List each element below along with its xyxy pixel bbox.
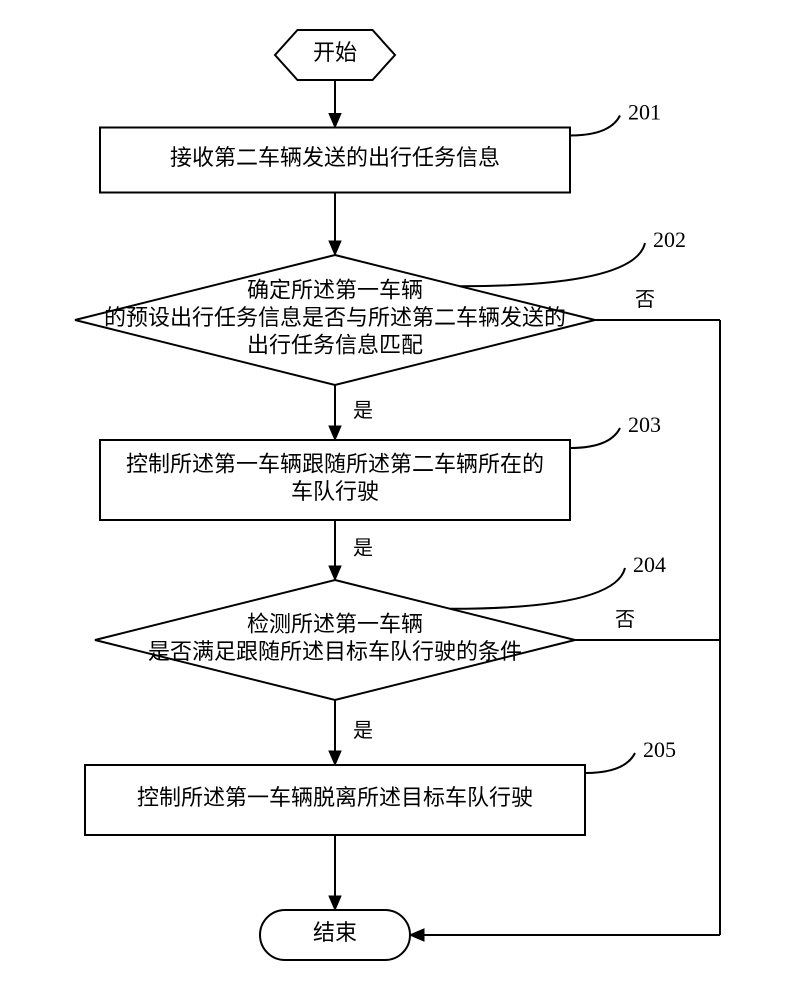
arrowhead [329,114,341,128]
node-label: 检测所述第一车辆 [247,611,423,636]
callout-label: 202 [653,227,686,252]
edge-label: 是 [353,400,373,422]
node-label: 接收第二车辆发送的出行任务信息 [170,145,500,170]
edge-label: 否 [635,289,655,311]
node-label: 结束 [313,920,357,945]
node-label: 是否满足跟随所述目标车队行驶的条件 [148,639,522,664]
flowchart: 开始接收第二车辆发送的出行任务信息 201 确定所述第一车辆的预设出行任务信息是否与… [0,0,802,1000]
arrowhead [329,751,341,765]
node-label: 确定所述第一车辆 [247,278,423,303]
node-label: 的预设出行任务信息是否与所述第二车辆发送的 [104,305,566,330]
edge-label: 是 [353,538,373,560]
node-label: 车队行驶 [291,479,379,504]
edge-label: 是 [353,720,373,742]
node-p201: 接收第二车辆发送的出行任务信息 [100,128,570,193]
node-d204: 检测所述第一车辆是否满足跟随所述目标车队行驶的条件 [95,580,575,700]
node-p203: 控制所述第一车辆跟随所述第二车辆所在的车队行驶 [100,440,570,520]
arrowhead [329,241,341,255]
callout-203: 203 [570,412,661,448]
arrowhead [329,566,341,580]
callout-202: 202 [460,227,686,286]
node-p205: 控制所述第一车辆脱离所述目标车队行驶 [85,765,585,835]
arrowhead [410,929,424,941]
node-label: 开始 [313,40,357,65]
callout-205: 205 [585,737,676,773]
arrowhead [329,896,341,910]
callout-204: 204 [450,552,666,609]
edge-label: 否 [615,609,635,631]
node-label: 控制所述第一车辆跟随所述第二车辆所在的 [126,451,544,476]
node-label: 控制所述第一车辆脱离所述目标车队行驶 [137,785,533,810]
callout-label: 204 [633,552,666,577]
callout-label: 201 [628,100,661,125]
node-end: 结束 [260,910,410,960]
callout-201: 201 [570,100,661,136]
arrowhead [329,426,341,440]
node-label: 出行任务信息匹配 [247,333,423,358]
callout-label: 205 [643,737,676,762]
node-d202: 确定所述第一车辆的预设出行任务信息是否与所述第二车辆发送的出行任务信息匹配 [75,255,595,385]
callout-label: 203 [628,412,661,437]
node-start: 开始 [275,30,395,80]
